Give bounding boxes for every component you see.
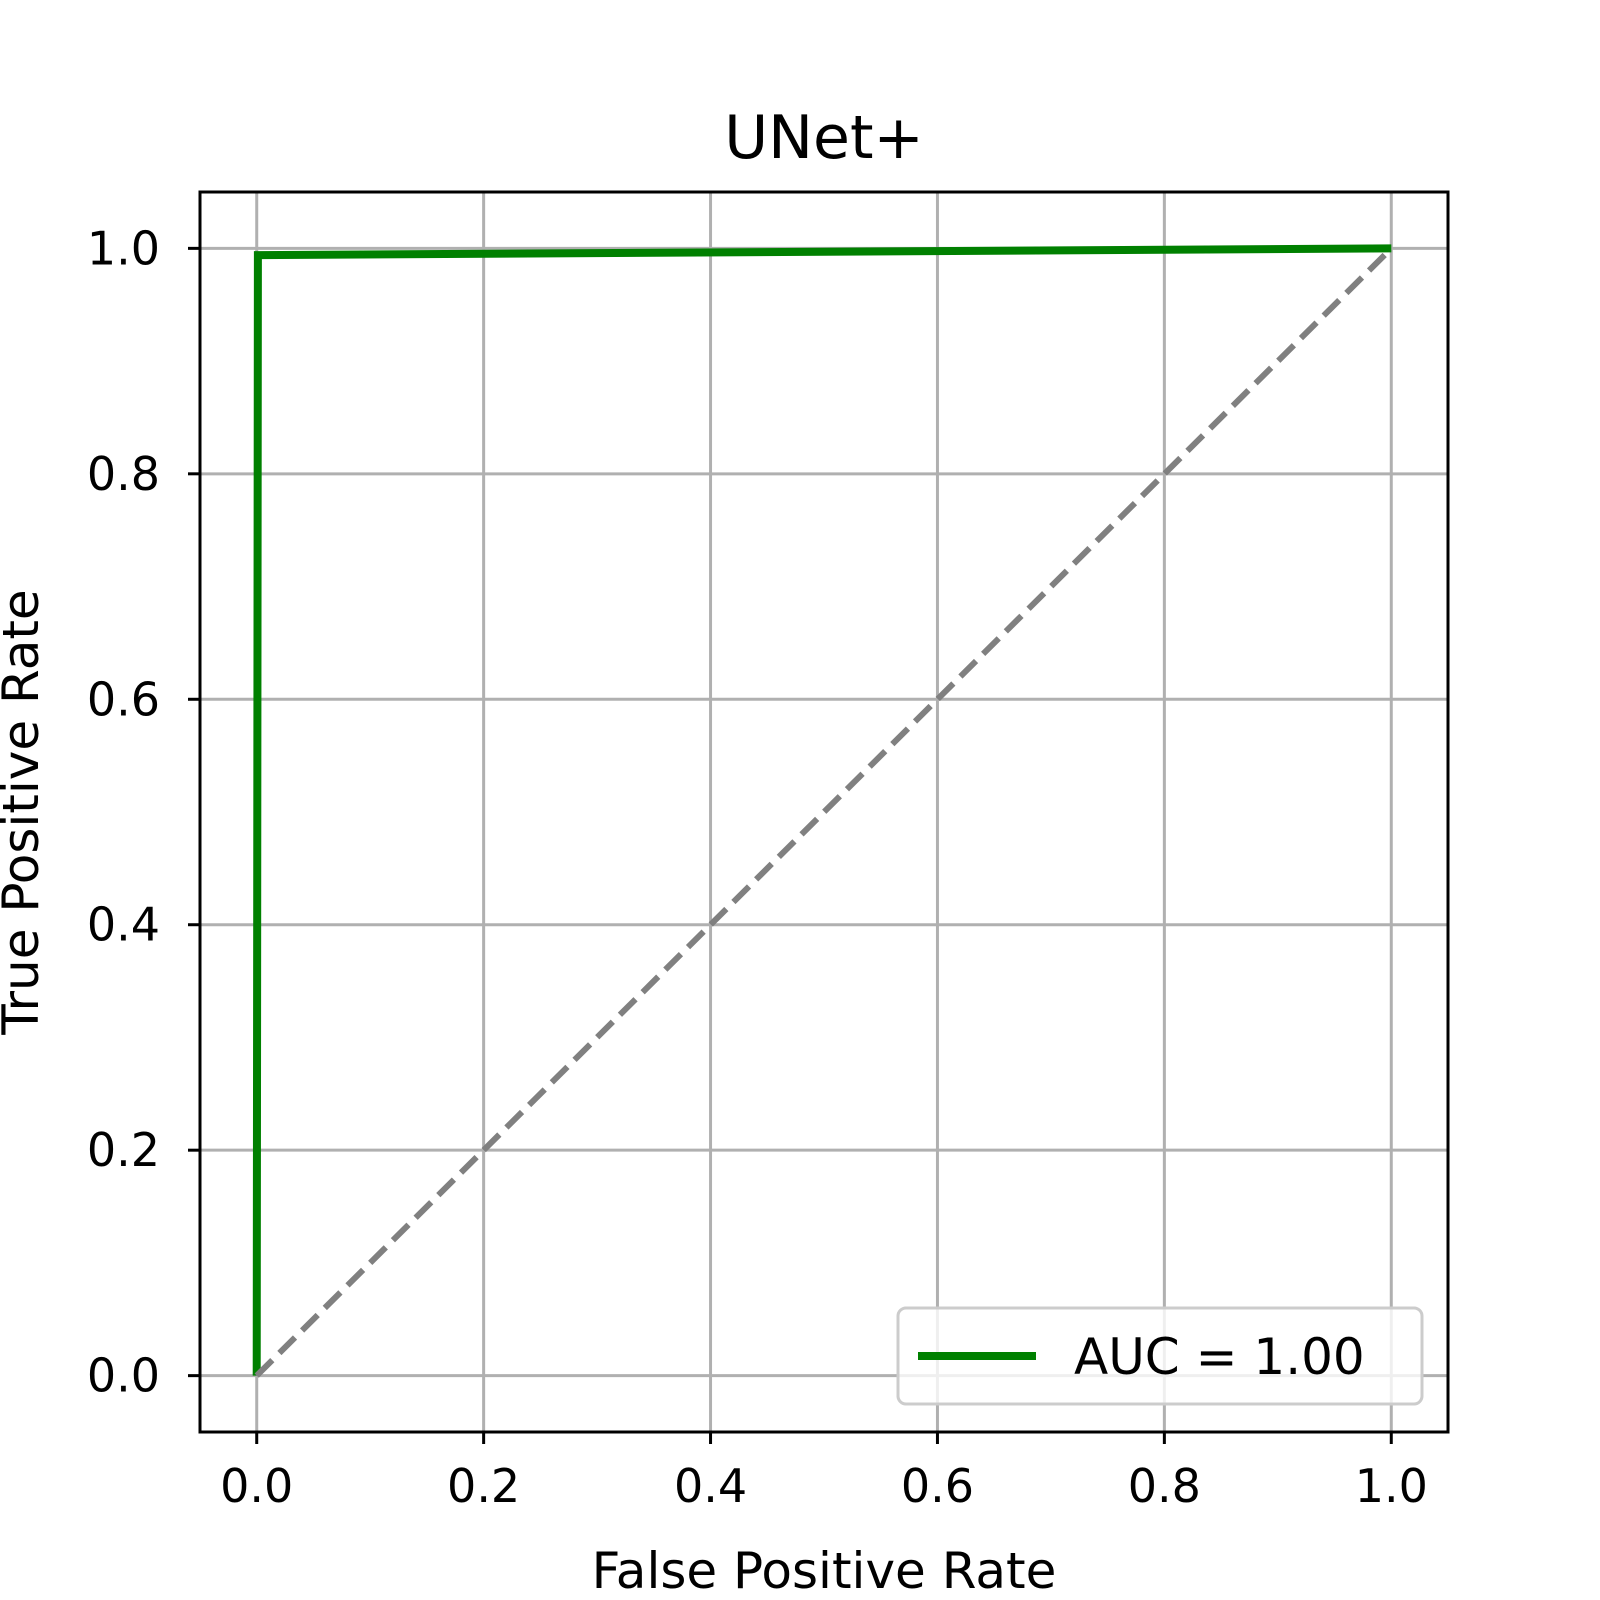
x-tick-label: 0.4 <box>674 1459 747 1513</box>
legend: AUC = 1.00 <box>896 1306 1424 1406</box>
series-layer <box>252 244 1394 1378</box>
plot-frame <box>198 190 1450 1434</box>
ticks: 0.0 0.2 0.4 0.6 0.8 1.0 0.0 0.2 0.4 0.6 0.8 1.0 <box>87 221 1428 1513</box>
x-tick-label: 1.0 <box>1355 1459 1428 1513</box>
legend-box <box>896 1306 1424 1406</box>
y-axis-label: True Positive Rate <box>0 589 50 1035</box>
x-tick-label: 0.2 <box>447 1459 520 1513</box>
chance-line <box>254 246 1394 1378</box>
x-axis-label: False Positive Rate <box>592 1542 1057 1600</box>
roc-curve-line <box>252 244 1392 1376</box>
legend-label: AUC = 1.00 <box>1074 1328 1365 1386</box>
y-tick-label: 0.8 <box>87 447 160 501</box>
y-tick-label: 0.2 <box>87 1123 160 1177</box>
x-tick-label: 0.8 <box>1128 1459 1201 1513</box>
y-tick-label: 1.0 <box>87 221 160 275</box>
y-tick-label: 0.4 <box>87 898 160 952</box>
grid <box>200 192 1448 1432</box>
y-tick-label: 0.6 <box>87 672 160 726</box>
y-tick-label: 0.0 <box>87 1349 160 1403</box>
chart-title: UNet+ <box>724 103 924 173</box>
x-tick-label: 0.6 <box>901 1459 974 1513</box>
x-tick-label: 0.0 <box>220 1459 293 1513</box>
